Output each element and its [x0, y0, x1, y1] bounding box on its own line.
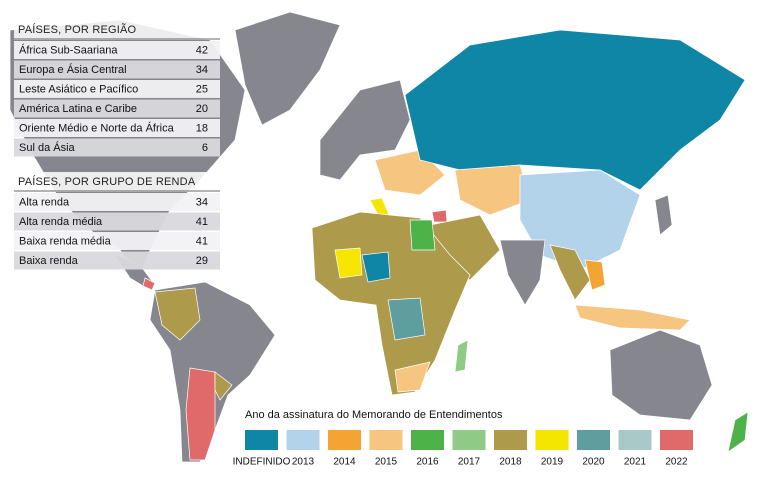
indonesia — [574, 304, 691, 331]
row-value: 34 — [196, 64, 208, 76]
row-value: 41 — [196, 235, 208, 247]
southeast-asia — [549, 244, 591, 301]
legend-swatch — [411, 430, 444, 450]
row-label: Oriente Médio e Norte da África — [19, 121, 175, 134]
southern-africa — [394, 361, 431, 393]
row-label: América Latina e Caribe — [19, 103, 137, 115]
legend: Ano da assinatura do Memorando de Entend… — [233, 409, 693, 468]
table-row-bg — [14, 212, 220, 231]
central-africa — [387, 297, 426, 341]
table-row-bg — [14, 138, 220, 157]
row-label: Europa e Ásia Central — [19, 63, 127, 76]
legend-label: 2018 — [499, 457, 522, 468]
table-header-bg — [14, 20, 220, 40]
legend-swatch — [286, 430, 320, 450]
legend-label: 2015 — [375, 457, 398, 468]
legend-swatch — [328, 430, 361, 450]
legend-label: 2013 — [292, 457, 315, 468]
legend-swatch — [369, 430, 403, 450]
row-value: 6 — [202, 142, 208, 154]
west-africa-2019 — [334, 247, 363, 279]
legend-label: 2020 — [582, 457, 605, 468]
legend-label: 2019 — [541, 457, 564, 468]
legend-label: INDEFINIDO — [233, 457, 291, 468]
greenland — [234, 11, 341, 126]
legend-label: 2017 — [458, 457, 481, 468]
legend-title: Ano da assinatura do Memorando de Entend… — [245, 409, 503, 421]
madagascar — [454, 339, 469, 373]
new-zealand — [727, 411, 749, 453]
india — [499, 239, 546, 306]
row-label: Sul da Ásia — [19, 141, 76, 154]
row-value: 25 — [196, 83, 208, 95]
australia — [609, 329, 713, 421]
legend-label: 2021 — [624, 457, 647, 468]
japan — [654, 194, 673, 236]
legend-swatch — [245, 430, 278, 450]
row-label: África Sub-Saariana — [19, 43, 118, 56]
row-value: 34 — [196, 196, 208, 208]
legend-swatch — [535, 430, 569, 450]
europe — [319, 79, 411, 181]
table-title: PAÍSES, POR GRUPO DE RENDA — [18, 175, 196, 188]
caribbean — [142, 277, 156, 291]
legend-swatch — [452, 430, 486, 450]
row-value: 29 — [196, 255, 208, 267]
row-value: 41 — [196, 216, 208, 228]
legend-label: 2014 — [333, 457, 356, 468]
table-header-bg — [14, 172, 220, 192]
legend-label: 2016 — [416, 457, 439, 468]
row-label: Leste Asiático e Pacífico — [19, 83, 138, 95]
kazakhstan-region — [454, 164, 531, 216]
tables: PAÍSES, POR REGIÃO África Sub-Saariana 42 E… — [14, 20, 220, 270]
legend-label: 2022 — [665, 457, 688, 468]
legend-swatch — [577, 430, 610, 450]
table-row-bg — [14, 232, 220, 250]
argentina — [185, 367, 216, 461]
chile-uruguay — [214, 371, 233, 401]
row-value: 20 — [196, 103, 208, 115]
row-label: Alta renda — [19, 196, 70, 208]
row-label: Baixa renda — [19, 255, 79, 267]
row-label: Alta renda média — [19, 216, 103, 228]
row-value: 42 — [196, 44, 208, 56]
indochina — [584, 259, 606, 291]
south-america-2018 — [154, 287, 201, 341]
table-row-bg — [14, 251, 220, 270]
table-title: PAÍSES, POR REGIÃO — [18, 23, 137, 36]
table-row-bg — [14, 60, 220, 79]
egypt — [409, 219, 436, 251]
table-row-bg — [14, 99, 220, 118]
legend-swatch — [660, 430, 693, 450]
russia — [404, 29, 746, 191]
syria — [431, 209, 448, 223]
table-row-bg — [14, 193, 220, 211]
table-row-bg — [14, 119, 220, 137]
table-row-bg — [14, 41, 220, 59]
table-row-bg — [14, 80, 220, 98]
row-label: Baixa renda média — [19, 235, 112, 247]
niger — [361, 251, 391, 283]
legend-swatch — [494, 430, 527, 450]
legend-swatch — [618, 430, 652, 450]
row-value: 18 — [196, 122, 208, 134]
